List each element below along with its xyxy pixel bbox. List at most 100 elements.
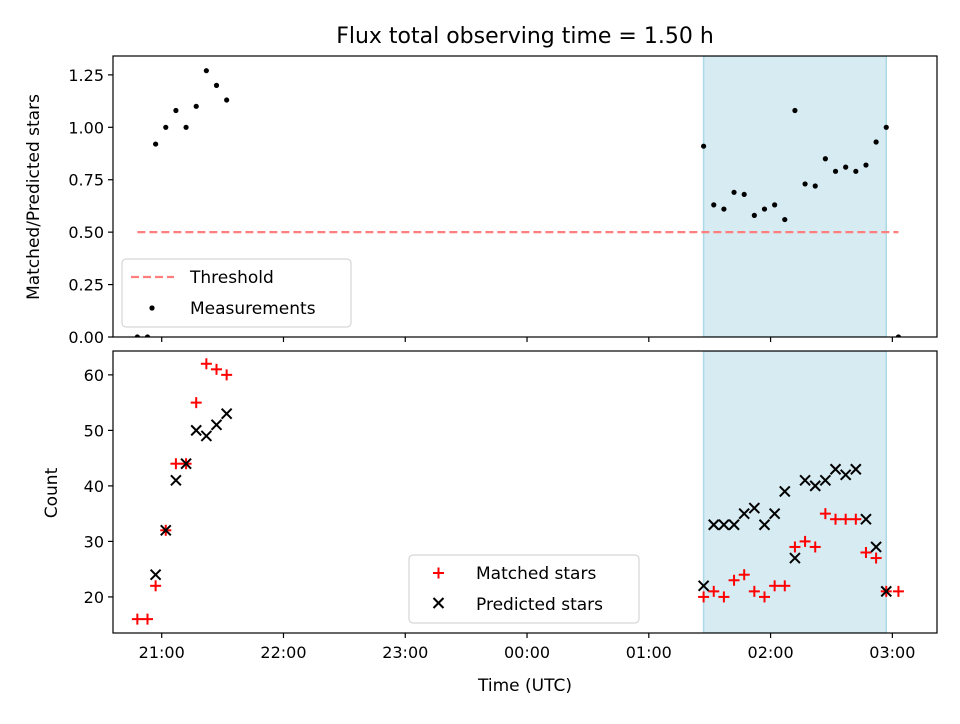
data-point bbox=[758, 519, 771, 531]
x-tick-label: 00:00 bbox=[504, 643, 550, 662]
data-point bbox=[180, 457, 192, 470]
data-point bbox=[741, 191, 747, 198]
data-point bbox=[738, 569, 750, 581]
data-point bbox=[160, 524, 172, 537]
data-point bbox=[728, 574, 740, 586]
x-axis-label: Time (UTC) bbox=[477, 676, 572, 696]
data-point bbox=[183, 124, 189, 130]
data-point bbox=[789, 552, 801, 564]
y-tick-label: 30 bbox=[84, 532, 104, 551]
data-point bbox=[829, 463, 842, 475]
matched-legend-label: Matched stars bbox=[476, 564, 596, 584]
data-point bbox=[758, 591, 770, 603]
data-point bbox=[880, 585, 892, 598]
y-tick-label: 60 bbox=[84, 366, 104, 385]
data-point bbox=[751, 212, 757, 218]
y-tick-label: 20 bbox=[84, 588, 104, 607]
bottom-y-axis-label: Count bbox=[42, 467, 62, 518]
data-point bbox=[779, 485, 791, 498]
data-point bbox=[832, 168, 839, 174]
x-tick-label: 22:00 bbox=[260, 643, 306, 662]
data-point bbox=[131, 613, 143, 625]
x-tick-label: 21:00 bbox=[139, 643, 185, 662]
predicted-stars-series bbox=[149, 408, 892, 598]
data-point bbox=[150, 580, 162, 592]
bottom-panel: 20 30 40 50 60 21:00 22:00 23:00 00:00 01:00 02:00… bbox=[84, 350, 938, 662]
data-point bbox=[809, 480, 821, 492]
data-point bbox=[819, 474, 832, 487]
data-point bbox=[843, 164, 849, 170]
data-point bbox=[190, 424, 202, 437]
data-point bbox=[799, 535, 811, 547]
data-point bbox=[802, 181, 808, 187]
data-point bbox=[698, 591, 710, 603]
data-point bbox=[134, 334, 140, 337]
predicted-legend-label: Predicted stars bbox=[476, 595, 603, 615]
data-point bbox=[731, 189, 737, 195]
x-tick-label: 03:00 bbox=[869, 643, 915, 662]
data-point bbox=[728, 519, 740, 531]
data-point bbox=[210, 419, 223, 431]
data-point bbox=[769, 580, 781, 592]
y-tick-label: 1.00 bbox=[68, 118, 104, 137]
data-point bbox=[224, 97, 230, 103]
data-point bbox=[163, 124, 169, 130]
data-point bbox=[211, 363, 223, 375]
data-point bbox=[142, 613, 154, 625]
x-tick-label: 23:00 bbox=[382, 643, 428, 662]
data-point bbox=[870, 552, 882, 564]
data-point bbox=[860, 513, 872, 525]
data-point bbox=[220, 408, 233, 420]
data-point bbox=[761, 206, 768, 212]
data-point bbox=[711, 202, 717, 208]
data-point bbox=[173, 107, 179, 114]
measurements-legend-swatch bbox=[149, 305, 155, 311]
data-point bbox=[221, 369, 233, 381]
x-tick-label: 01:00 bbox=[626, 643, 672, 662]
data-point bbox=[853, 168, 859, 174]
bottom-shaded-interval bbox=[702, 351, 888, 633]
x-tick-label: 02:00 bbox=[748, 643, 794, 662]
chart-title: Flux total observing time = 1.50 h bbox=[336, 24, 714, 49]
data-point bbox=[149, 569, 162, 581]
data-point bbox=[860, 547, 872, 559]
data-point bbox=[738, 507, 750, 520]
top-axes-frame bbox=[112, 55, 938, 338]
data-point bbox=[721, 206, 727, 212]
data-point bbox=[772, 202, 778, 208]
data-point bbox=[863, 162, 869, 168]
legend-box bbox=[408, 554, 640, 624]
data-point bbox=[701, 143, 707, 149]
data-point bbox=[840, 513, 852, 525]
data-point bbox=[708, 585, 720, 597]
data-point bbox=[213, 82, 220, 88]
y-tick-label: 0.75 bbox=[68, 171, 104, 190]
data-point bbox=[200, 358, 212, 370]
top-y-axis-label: Matched/Predicted stars bbox=[24, 94, 44, 300]
data-point bbox=[190, 397, 202, 409]
data-point bbox=[799, 474, 811, 487]
data-point bbox=[200, 430, 213, 442]
data-point bbox=[718, 591, 730, 603]
data-point bbox=[782, 216, 788, 223]
data-point bbox=[748, 502, 761, 514]
data-point bbox=[203, 68, 209, 74]
y-tick-label: 1.25 bbox=[68, 66, 104, 85]
data-point bbox=[153, 141, 159, 147]
measurements-series bbox=[134, 68, 902, 337]
data-point bbox=[697, 580, 710, 592]
top-shaded-interval bbox=[702, 56, 888, 337]
predicted-legend-swatch bbox=[432, 597, 445, 609]
data-point bbox=[892, 585, 904, 597]
matched-stars-series bbox=[131, 358, 904, 625]
measurements-legend-label: Measurements bbox=[190, 299, 316, 319]
legend-box bbox=[121, 258, 352, 328]
data-point bbox=[193, 103, 199, 109]
data-point bbox=[170, 474, 182, 487]
data-point bbox=[830, 513, 842, 525]
data-point bbox=[870, 541, 882, 553]
y-tick-label: 40 bbox=[84, 477, 104, 496]
data-point bbox=[850, 513, 862, 525]
top-legend: Threshold Measurements bbox=[121, 258, 352, 328]
